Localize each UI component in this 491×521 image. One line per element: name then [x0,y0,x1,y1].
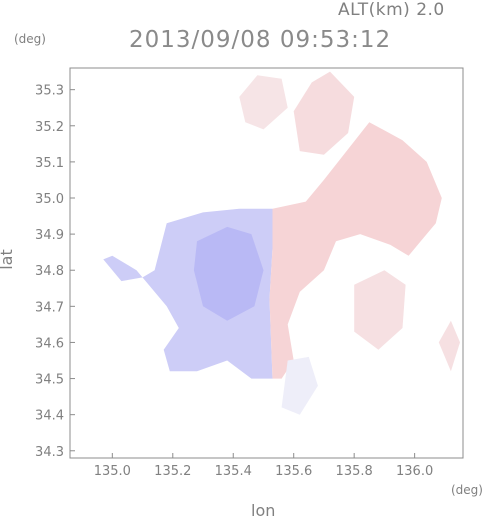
region-negative-core [193,226,264,321]
y-axis: 34.3 34.4 34.5 34.6 34.7 34.8 34.9 35.0 35.1 35.2… [35,84,75,460]
region-positive-east [269,122,442,379]
x-tick-label: 135.6 [275,464,312,479]
y-tick-label: 34.8 [35,264,64,279]
y-tick-label: 34.4 [35,409,64,424]
y-tick-label: 34.3 [35,445,64,460]
x-tick-label: 136.0 [396,464,433,479]
y-axis-label: lat [0,249,16,270]
x-tick-label: 135.2 [154,464,191,479]
region-positive-far-east [438,320,460,372]
altitude-label: ALT(km) 2.0 [338,0,445,20]
plot-frame [69,67,464,459]
region-positive-southeast [354,270,406,350]
y-tick-label: 34.6 [35,336,64,351]
y-tick-label: 35.0 [35,192,64,207]
y-tick-label: 35.1 [35,156,64,171]
x-axis-label: lon [251,501,276,520]
y-tick-label: 35.2 [35,120,64,135]
region-positive-northwest [239,75,288,130]
region-neutral-south [281,356,318,415]
y-tick-label: 34.5 [35,373,64,388]
y-axis-unit: (deg) [14,32,46,46]
y-tick-label: 35.3 [35,84,64,99]
y-tick-label: 34.9 [35,228,64,243]
x-axis: 135.0 135.2 135.4 135.6 135.8 136.0 [94,453,433,479]
y-tick-label: 34.7 [35,300,64,315]
timestamp-title: 2013/09/08 09:53:12 [129,27,392,53]
x-tick-label: 135.0 [94,464,131,479]
region-positive-north [293,71,355,155]
field-regions [103,71,460,415]
x-tick-label: 135.8 [336,464,373,479]
x-tick-label: 135.4 [215,464,252,479]
x-axis-unit: (deg) [451,483,483,497]
